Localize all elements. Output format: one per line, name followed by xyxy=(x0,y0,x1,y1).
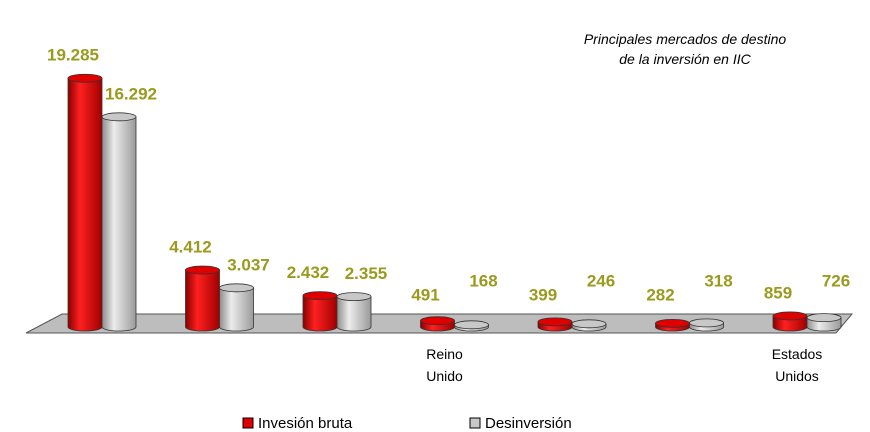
x-tick-label-line: Reino xyxy=(426,346,463,362)
legend-label: Invesión bruta xyxy=(258,415,353,432)
value-label: 282 xyxy=(646,285,674,304)
value-label: 4.412 xyxy=(169,238,212,257)
bar-top xyxy=(101,112,137,122)
bar-top xyxy=(537,317,573,327)
x-tick-label-line: Unidos xyxy=(775,368,819,384)
bar xyxy=(67,77,103,332)
legend-swatch xyxy=(242,417,254,429)
bar-top xyxy=(420,316,455,326)
bar xyxy=(219,287,254,332)
value-label: 2.355 xyxy=(345,264,388,283)
bar-top xyxy=(302,291,338,301)
value-label: 168 xyxy=(469,271,497,290)
bar-top xyxy=(655,318,690,328)
bar-top xyxy=(185,265,220,275)
bar-top xyxy=(454,320,489,330)
value-label: 19.285 xyxy=(47,46,99,65)
x-tick-label: Reino Unido xyxy=(426,346,463,384)
bar-top xyxy=(67,73,103,83)
x-tick-label-line: Unido xyxy=(426,368,463,384)
x-tick-label: Estados Unidos xyxy=(772,346,823,384)
value-label: 16.292 xyxy=(105,84,157,103)
bar-top xyxy=(689,318,724,328)
value-label: 3.037 xyxy=(227,255,270,274)
value-label: 318 xyxy=(704,271,732,290)
value-label: 246 xyxy=(587,271,615,290)
x-tick-label-line: Estados xyxy=(772,346,823,362)
bar-top xyxy=(772,311,808,321)
bar-top xyxy=(336,292,372,302)
bar-top xyxy=(219,283,254,293)
bar-top xyxy=(571,319,607,329)
value-label: 726 xyxy=(822,271,850,290)
chart-title: Principales mercados de destino de la inv… xyxy=(584,31,787,67)
bar xyxy=(336,296,372,332)
bar xyxy=(101,116,137,332)
bar-top xyxy=(806,313,842,323)
value-label: 2.432 xyxy=(287,263,330,282)
bar xyxy=(302,295,338,332)
value-label: 399 xyxy=(529,285,557,304)
legend-label: Desinversión xyxy=(485,415,572,432)
value-label: 491 xyxy=(411,285,439,304)
legend-swatch xyxy=(469,417,481,429)
value-label: 859 xyxy=(764,283,792,302)
bar xyxy=(185,269,220,332)
